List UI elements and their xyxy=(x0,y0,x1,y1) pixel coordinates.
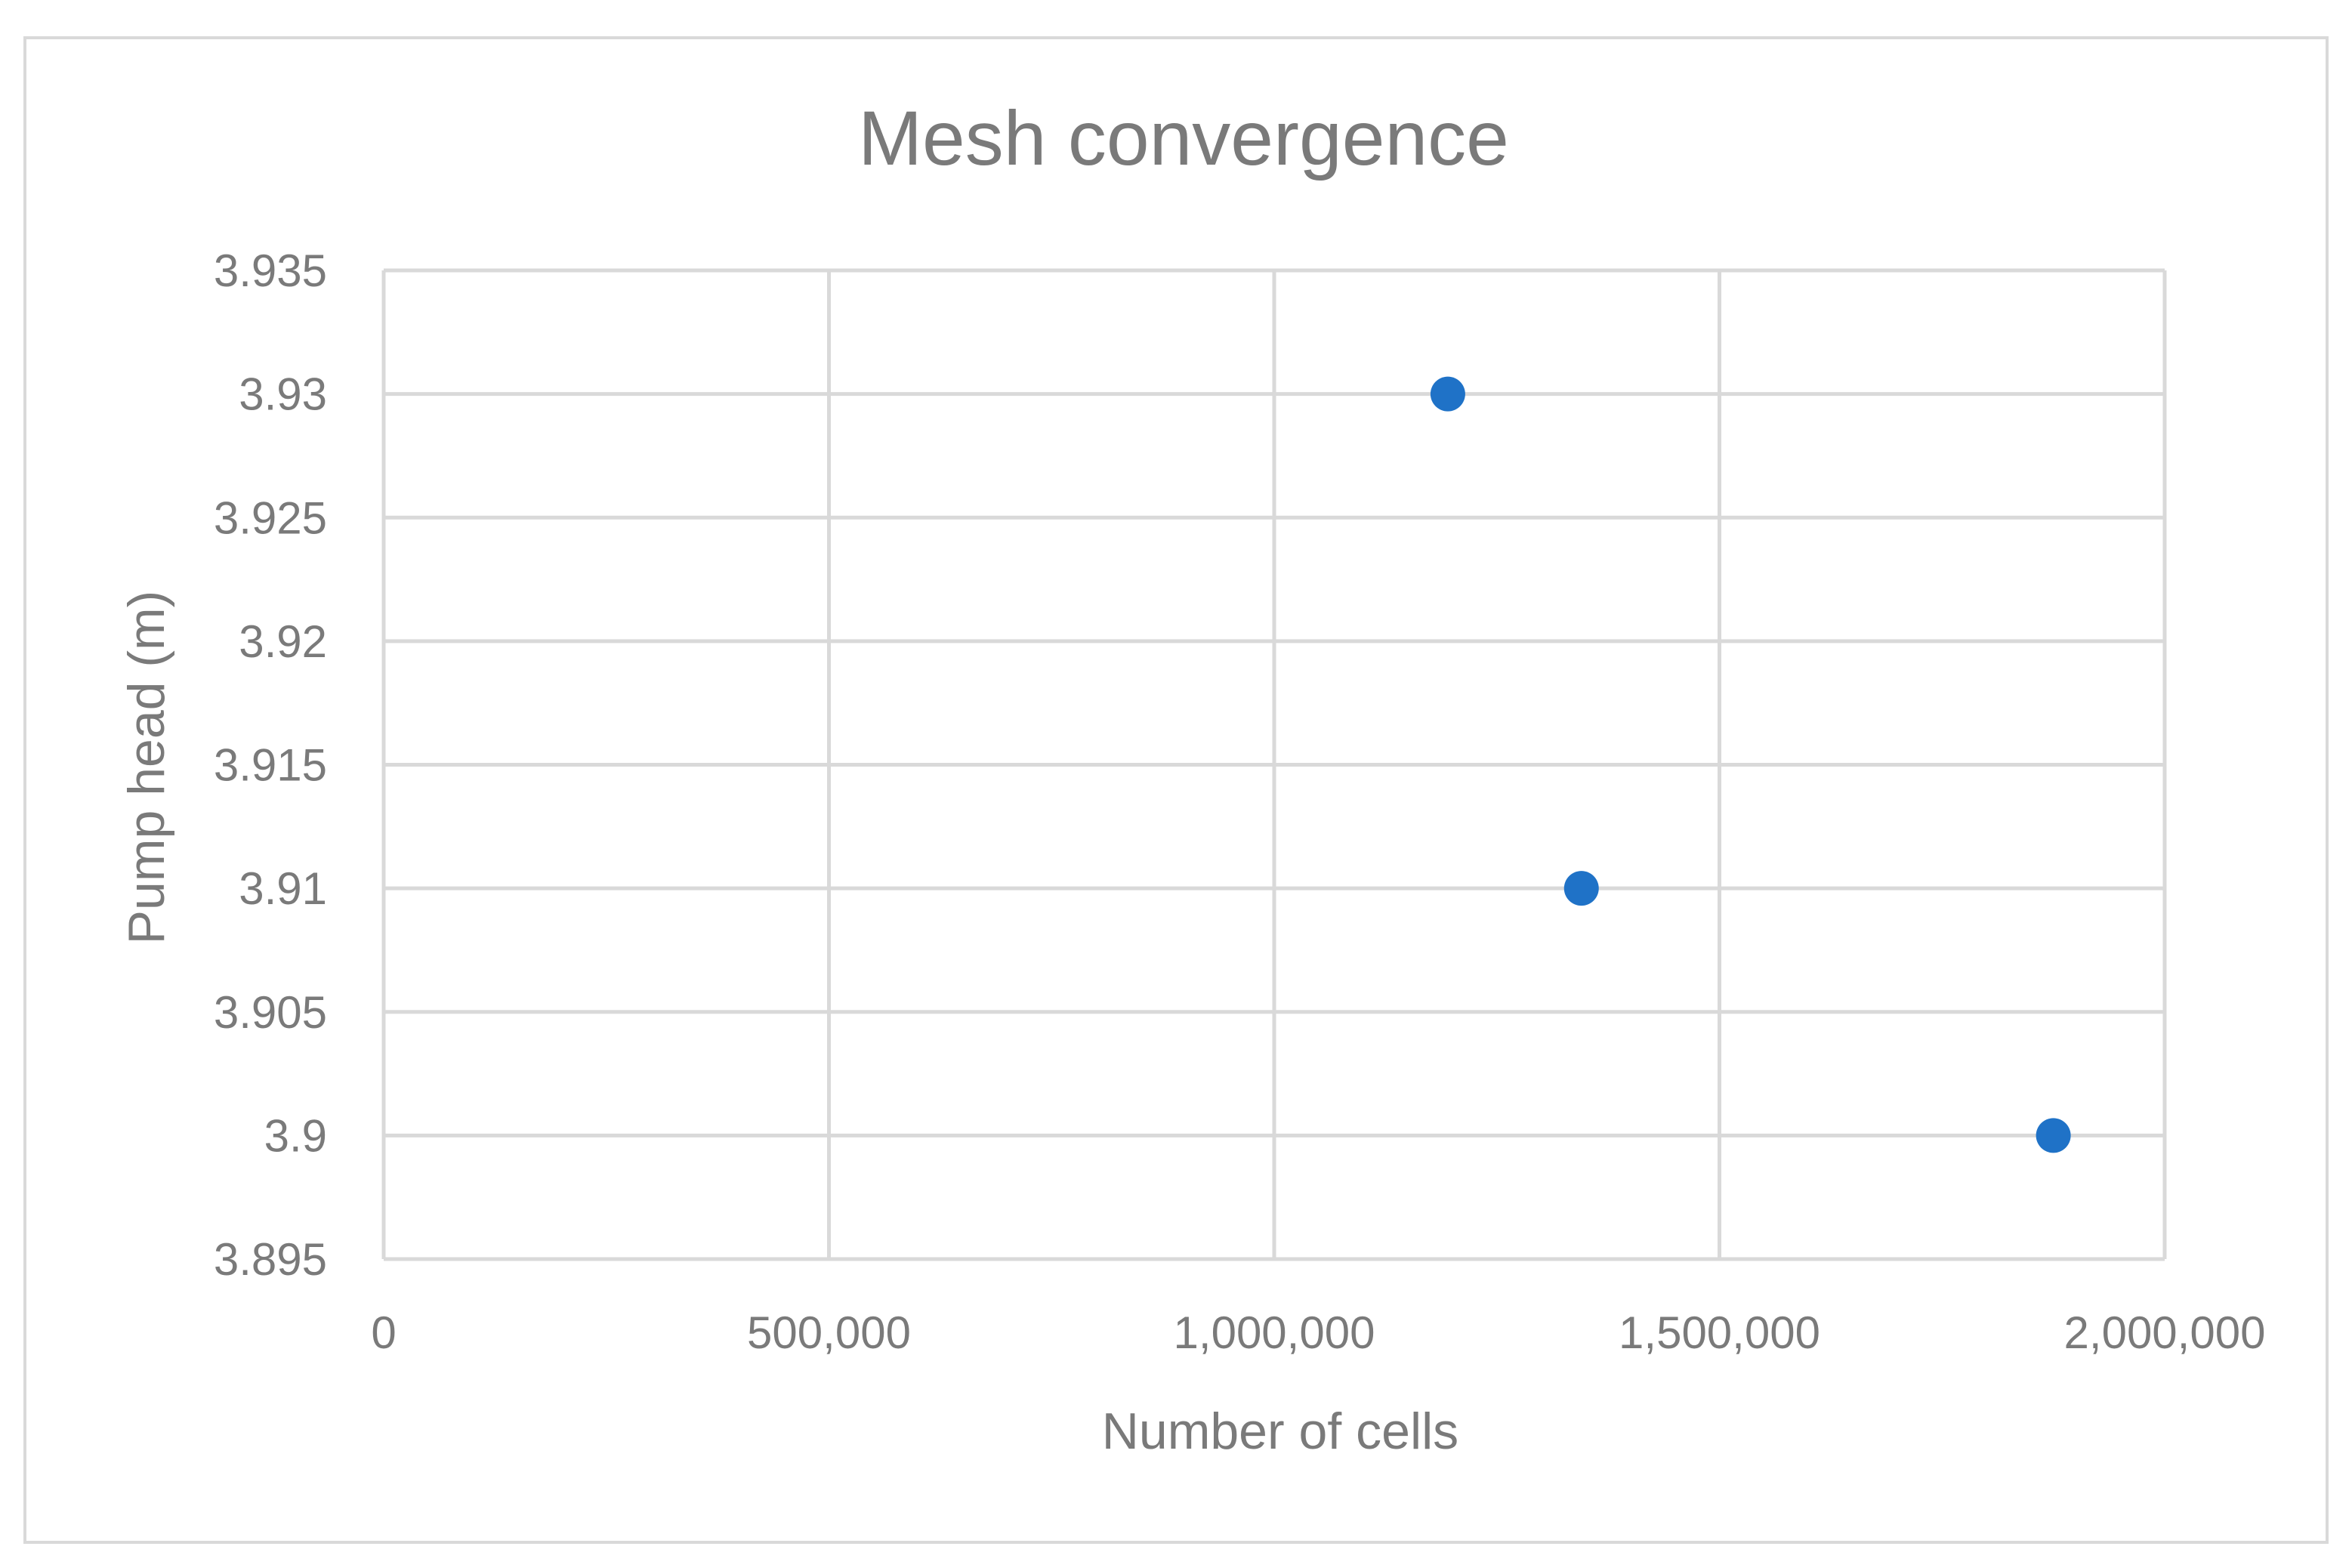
y-tick-label: 3.905 xyxy=(214,987,327,1038)
data-point xyxy=(2036,1118,2071,1153)
y-tick-label: 3.93 xyxy=(239,369,327,420)
axes xyxy=(381,270,2165,1261)
tick-labels: 3.895 3.9 3.905 3.91 3.915 3.92 3.925 3.93 3.935… xyxy=(214,245,2266,1358)
y-tick-label: 3.91 xyxy=(239,863,327,914)
y-tick-label: 3.925 xyxy=(214,492,327,543)
x-tick-label: 1,000,000 xyxy=(1174,1307,1375,1358)
x-axis-label: Number of cells xyxy=(1102,1403,1458,1460)
x-tick-label: 0 xyxy=(371,1307,396,1358)
y-tick-label: 3.915 xyxy=(214,740,327,791)
y-axis-label: Pump head (m) xyxy=(118,591,175,945)
grid-lines xyxy=(384,268,2167,1259)
x-tick-label: 1,500,000 xyxy=(1619,1307,1820,1358)
data-point xyxy=(1563,871,1599,906)
y-tick-label: 3.895 xyxy=(214,1234,327,1285)
y-tick-label: 3.9 xyxy=(264,1110,327,1161)
x-tick-label: 2,000,000 xyxy=(2064,1307,2266,1358)
y-tick-label: 3.935 xyxy=(214,245,327,296)
chart-frame xyxy=(23,36,2329,1544)
data-points xyxy=(1430,376,2071,1153)
chart-title: Mesh convergence xyxy=(858,95,1509,181)
y-tick-label: 3.92 xyxy=(239,616,327,667)
x-tick-label: 500,000 xyxy=(747,1307,911,1358)
data-point xyxy=(1430,376,1465,412)
